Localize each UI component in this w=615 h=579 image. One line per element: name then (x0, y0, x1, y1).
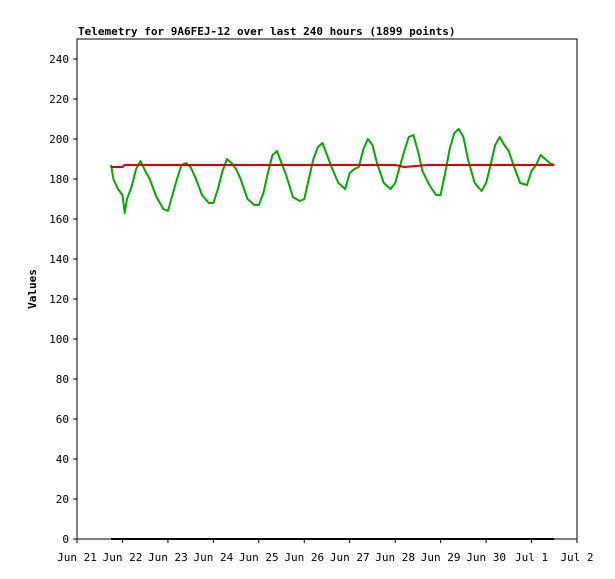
y-tick-label: 0 (62, 533, 69, 546)
x-tick-label: Jun 24 (193, 551, 233, 564)
x-tick-label: Jul 1 (515, 551, 548, 564)
x-tick-label: Jun 26 (284, 551, 324, 564)
y-tick-label: 120 (49, 293, 69, 306)
x-tick-label: Jun 29 (421, 551, 461, 564)
x-tick-label: Jun 23 (148, 551, 188, 564)
x-tick-label: Jun 27 (330, 551, 370, 564)
y-tick-label: 80 (56, 373, 69, 386)
series-line-1 (111, 164, 555, 168)
y-tick-label: 140 (49, 253, 69, 266)
y-tick-label: 200 (49, 133, 69, 146)
x-tick-label: Jun 28 (375, 551, 415, 564)
x-tick-label: Jun 22 (103, 551, 143, 564)
y-axis-label: Values (26, 269, 39, 309)
chart-title: Telemetry for 9A6FEJ-12 over last 240 ho… (78, 25, 456, 38)
plot-area (76, 38, 578, 540)
x-axis: Jun 21 Jun 22 Jun 23 Jun 24 Jun 25 Jun 26 Jun … (57, 539, 594, 564)
series-line-0 (110, 128, 555, 214)
y-tick-label: 220 (49, 93, 69, 106)
x-tick-label: Jun 21 (57, 551, 97, 564)
y-tick-label: 180 (49, 173, 69, 186)
y-tick-label: 240 (49, 53, 69, 66)
x-tick-label: Jun 25 (239, 551, 279, 564)
y-tick-label: 20 (56, 493, 69, 506)
y-tick-label: 40 (56, 453, 69, 466)
y-tick-label: 160 (49, 213, 69, 226)
series-layer (110, 128, 555, 540)
x-tick-label: Jul 2 (560, 551, 593, 564)
y-tick-label: 60 (56, 413, 69, 426)
y-tick-label: 100 (49, 333, 69, 346)
x-tick-label: Jun 30 (466, 551, 506, 564)
y-axis: 0 20 40 60 80 100 120 140 160 180 200 220 240 (49, 53, 77, 546)
